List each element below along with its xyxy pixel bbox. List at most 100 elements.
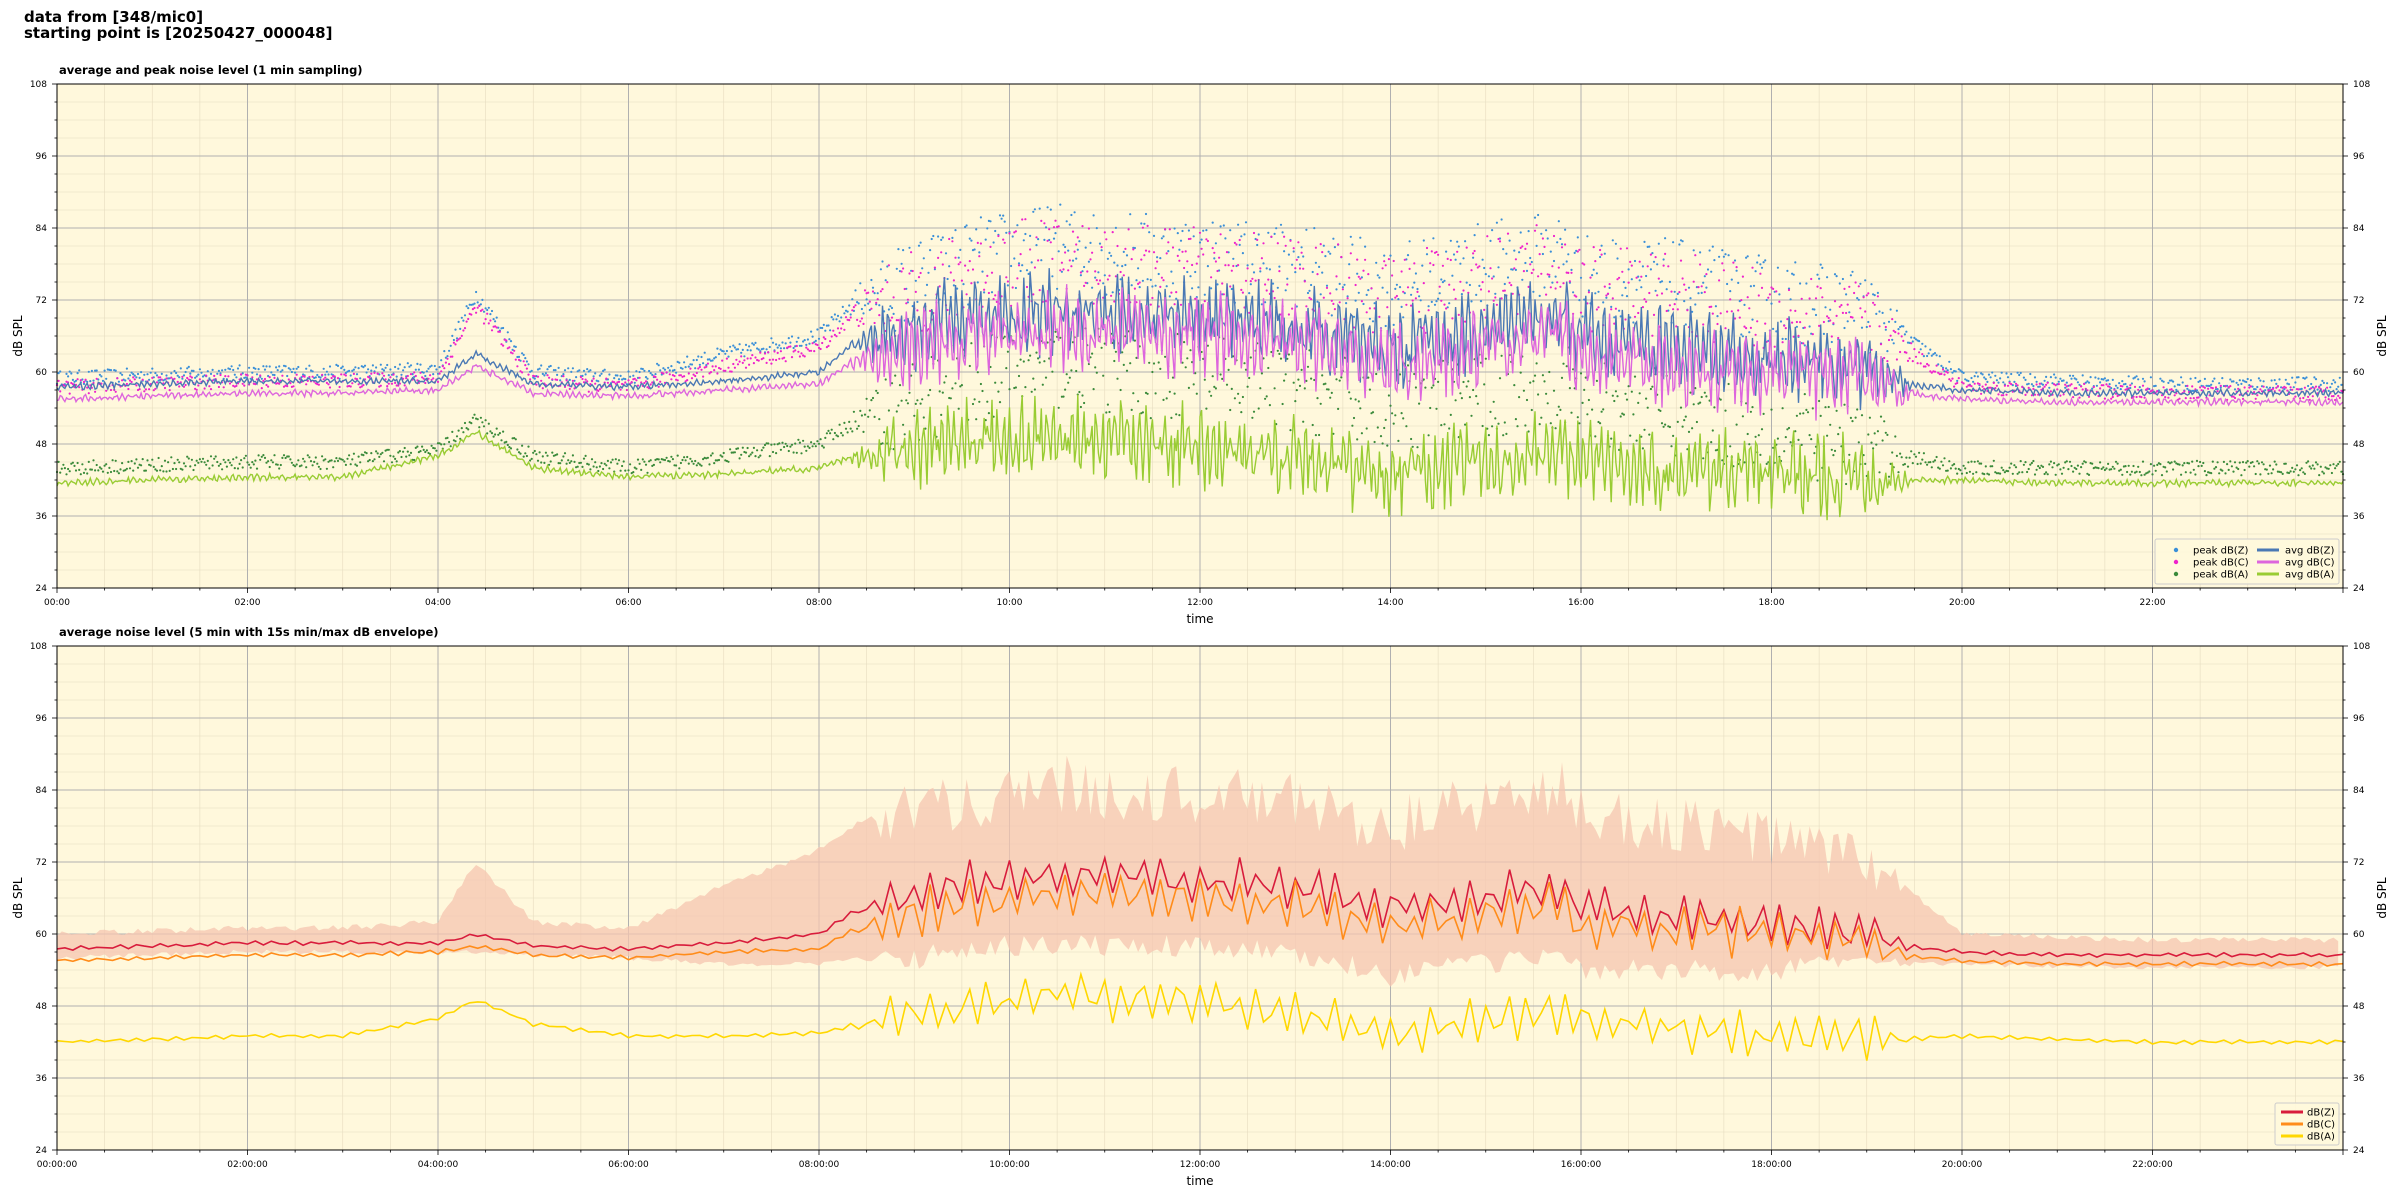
peak-point [2248,386,2251,389]
peak-point [2051,466,2054,469]
peak-point [2030,394,2033,397]
peak-point [336,364,340,367]
peak-point [517,355,521,358]
peak-point [848,304,851,307]
peak-point [576,370,579,373]
peak-point [2330,395,2333,398]
peak-point [1460,397,1463,400]
peak-point [187,378,190,381]
peak-point [636,458,640,461]
peak-point [741,361,744,364]
peak-point [684,380,687,383]
peak-point [148,388,151,391]
peak-point [1746,296,1749,299]
x-tick-label: 14:00:00 [1370,1160,1411,1170]
peak-point [167,377,170,380]
peak-point [82,380,86,384]
peak-point [1894,435,1897,438]
peak-point [584,454,587,457]
peak-point [1772,287,1775,290]
peak-point [67,375,70,378]
peak-point [849,313,852,316]
peak-point [2203,377,2206,380]
peak-point [1983,387,1986,390]
peak-point [783,356,786,359]
peak-point [2056,388,2059,391]
peak-point [663,368,667,371]
peak-point [638,370,641,374]
peak-point [1484,357,1487,360]
peak-point [198,368,201,371]
peak-point [289,368,292,371]
peak-point [254,459,257,462]
peak-point [284,365,287,368]
peak-point [1194,270,1197,274]
peak-point [1437,380,1440,383]
peak-point [1335,275,1338,278]
peak-point [1700,395,1703,399]
peak-point [590,458,594,461]
peak-point [830,316,833,319]
peak-point [594,382,597,385]
peak-point [1935,354,1938,357]
peak-point [2327,398,2330,401]
peak-point [159,469,162,472]
peak-point [1379,435,1383,438]
peak-point [686,355,689,358]
peak-point [94,469,97,472]
peak-point [1903,463,1906,466]
peak-point [1521,245,1524,248]
peak-point [117,380,120,383]
peak-point [186,367,189,370]
peak-point [1430,300,1433,303]
peak-point [1087,227,1090,230]
peak-point [752,343,756,346]
peak-point [1859,282,1862,285]
peak-point [1457,313,1460,316]
peak-point [2143,396,2146,399]
peak-point [1576,250,1579,253]
x-tick-label: 12:00 [1187,598,1213,608]
peak-point [482,310,486,313]
peak-point [1876,295,1879,298]
peak-point [748,455,751,458]
peak-point [995,252,998,255]
peak-point [1273,296,1276,300]
peak-point [1589,276,1592,279]
peak-point [135,458,138,461]
peak-point [216,372,219,375]
peak-point [333,460,336,463]
peak-point [2316,388,2319,391]
peak-point [760,449,763,452]
peak-point [154,372,157,375]
peak-point [2002,394,2005,397]
peak-point [2092,385,2095,389]
peak-point [732,362,735,366]
peak-point [2168,462,2172,465]
peak-point [1516,425,1519,428]
peak-point [1914,355,1918,358]
peak-point [389,368,392,371]
peak-point [1313,378,1316,382]
peak-point [2219,384,2222,387]
peak-point [182,462,186,465]
peak-point [2032,387,2035,390]
peak-point [998,401,1002,404]
peak-point [841,322,844,325]
peak-point [883,431,886,434]
peak-point [567,459,570,462]
peak-point [2227,386,2230,389]
peak-point [197,461,200,464]
peak-point [643,460,646,463]
peak-point [727,355,730,358]
peak-point [1456,250,1459,253]
peak-point [1265,267,1268,270]
peak-point [552,369,556,372]
peak-point [833,431,837,435]
peak-point [490,309,494,313]
peak-point [2265,468,2268,471]
peak-point [1124,263,1127,267]
peak-point [767,442,770,445]
peak-point [2332,395,2335,398]
peak-point [140,464,143,467]
